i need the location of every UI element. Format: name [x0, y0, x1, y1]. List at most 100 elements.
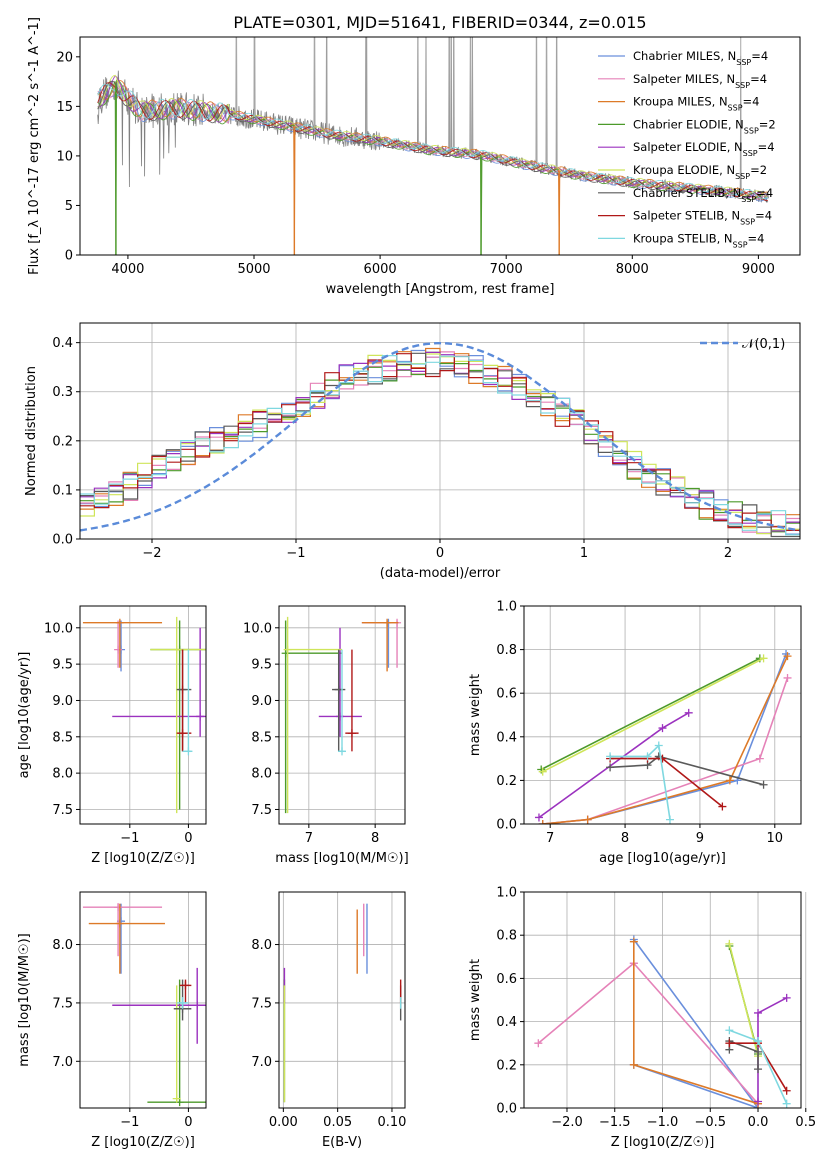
data-point-salpeter-miles [114, 903, 123, 912]
model-spectrum-kroupa-elodie [97, 74, 769, 198]
mass-weight-marker-salpeter-stelib [725, 1039, 734, 1048]
y-tick-label: 10 [56, 149, 73, 164]
mass-weight-marker-salpeter-stelib [658, 754, 667, 763]
mass-weight-marker-salpeter-elodie [534, 813, 543, 822]
residual-histogram-salpeter-stelib [80, 353, 800, 531]
residuals-x-axis-label: (data-model)/error [380, 566, 501, 581]
mass_weight_vs_age-x-axis-label: age [log10(age/yr)] [599, 851, 726, 866]
y-tick-label: 8.0 [251, 767, 272, 782]
legend-subscript: SSP [736, 58, 751, 67]
mass-weight-marker-salpeter-stelib [782, 1086, 791, 1095]
age_vs_Z-x-axis-label: Z [log10(Z/Z☉)] [91, 851, 195, 866]
model-spectrum-kroupa-stelib [97, 83, 769, 199]
mass-weight-marker-salpeter-elodie [658, 724, 667, 733]
data-point-kroupa-elodie [172, 1094, 181, 1103]
legend-subscript: SSP [735, 172, 750, 181]
data-point-kroupa-elodie [283, 645, 292, 654]
residuals-y-axis-label: Normed distribution [24, 366, 39, 496]
x-tick-label: 7000 [490, 262, 523, 277]
legend-subscript: SSP [728, 103, 743, 112]
legend-label: Salpeter STELIB, NSSP=4 [633, 209, 772, 227]
mass-weight-marker-kroupa-miles [629, 1060, 638, 1069]
data-point-kroupa-miles [115, 919, 124, 928]
mass-weight-marker-salpeter-stelib [718, 802, 727, 811]
mass-weight-marker-kroupa-miles [725, 776, 734, 785]
legend-label: Chabrier ELODIE, NSSP=2 [633, 117, 776, 135]
mass_weight_vs_age-panel: 7 8 9 10 0.0 0.2 0.4 0.6 0.8 1.0 age [log10(age/yr… [468, 600, 802, 866]
legend-subscript: SSP [744, 126, 759, 135]
data-point-salpeter-elodie [193, 1001, 202, 1010]
y-tick-label: 0.2 [496, 774, 517, 789]
data-point-salpeter-stelib [178, 729, 187, 738]
y-tick-label: 0.4 [496, 1015, 517, 1030]
data-point-salpeter-stelib [181, 981, 190, 990]
mass-weight-line-chabrier-stelib [610, 755, 764, 786]
mass-weight-marker-salpeter-miles [783, 673, 792, 682]
mass_weight_vs_age-plot-area [534, 649, 792, 824]
y-tick-label: 8.5 [251, 730, 272, 745]
y-tick-label: 9.5 [52, 658, 73, 673]
y-tick-label: 0.6 [496, 972, 517, 987]
mass-weight-marker-kroupa-miles [583, 815, 592, 824]
data-point-kroupa-stelib [338, 747, 346, 756]
y-tick-label: 8.0 [52, 938, 73, 953]
age_vs_Z-y-axis-label: age [log10(age/yr)] [17, 652, 32, 779]
legend-value: =4 [750, 72, 767, 86]
legend-value: =4 [743, 95, 760, 109]
data-point-chabrier-elodie [281, 649, 290, 658]
mass-weight-marker-kroupa-stelib [643, 752, 652, 761]
mass-weight-marker-chabrier-stelib [754, 1065, 763, 1074]
legend-subscript: SSP [735, 80, 750, 89]
x-tick-label: 4000 [111, 262, 144, 277]
y-tick-label: 9.5 [251, 658, 272, 673]
mass-weight-line-salpeter-stelib [610, 757, 723, 808]
x-tick-label: 0.00 [269, 1115, 298, 1130]
legend-value: =4 [756, 186, 773, 200]
x-tick-label: −2 [142, 546, 161, 561]
mass-weight-marker-kroupa-elodie [759, 654, 768, 663]
age_vs_mass-x-axis-label: mass [log10(M/M☉)] [275, 851, 408, 866]
x-tick-label: 7 [305, 831, 313, 846]
age_vs_Z-frame [79, 605, 207, 825]
x-tick-label: −2.0 [551, 1115, 583, 1130]
mass_vs_Z-panel: −1 0 7.0 7.5 8.0 Z [log10(Z/Z☉)] mass [log10(M… [17, 891, 207, 1150]
y-tick-label: 10.0 [243, 621, 272, 636]
y-tick-label: 0.0 [52, 533, 73, 548]
legend-label: Kroupa STELIB, NSSP=4 [633, 231, 764, 249]
y-tick-label: 8.5 [52, 730, 73, 745]
mass-weight-marker-salpeter-elodie [782, 993, 791, 1002]
x-tick-label: 8 [621, 831, 629, 846]
y-tick-label: 10.0 [44, 621, 73, 636]
gaussian-reference-curve [80, 342, 800, 532]
model-spectrum-salpeter-stelib [97, 82, 769, 201]
legend-label: Salpeter ELODIE, NSSP=4 [633, 140, 775, 158]
spectrum-x-axis-label: wavelength [Angstrom, rest frame] [326, 282, 555, 297]
spectrum-legend: Chabrier MILES, NSSP=4 Salpeter MILES, NS… [598, 49, 776, 249]
legend-subscript: SSP [740, 217, 755, 226]
x-tick-label: 8 [371, 831, 379, 846]
mass_vs_ebv-x-axis-label: E(B-V) [322, 1135, 362, 1150]
mass-weight-marker-chabrier-stelib [754, 1047, 763, 1056]
x-tick-label: 9000 [742, 262, 775, 277]
mass_vs_Z-frame [79, 891, 207, 1109]
x-tick-label: 0.05 [323, 1115, 352, 1130]
y-tick-label: 7.5 [251, 803, 272, 818]
legend-label: Chabrier MILES, NSSP=4 [633, 49, 768, 67]
x-tick-label: 7 [546, 831, 554, 846]
x-tick-label: 5000 [237, 262, 270, 277]
mass-weight-line-salpeter-miles [537, 962, 759, 1105]
x-tick-label: 9 [696, 831, 704, 846]
mass_vs_Z-plot-area [82, 903, 206, 1107]
gaussian-legend-label: 𝒩(0,1) [742, 337, 785, 352]
legend-label: Salpeter MILES, NSSP=4 [633, 72, 767, 90]
mass_weight_vs_Z-plot-area [534, 935, 791, 1108]
age_vs_mass-frame [278, 605, 406, 825]
y-tick-label: 0.8 [496, 929, 517, 944]
data-point-salpeter-elodie [336, 712, 345, 721]
x-tick-label: 0.0 [748, 1115, 769, 1130]
mass-weight-line-chabrier-elodie [540, 657, 761, 771]
y-tick-label: 7.5 [52, 996, 73, 1011]
x-tick-label: 0.5 [795, 1115, 816, 1130]
mass-weight-marker-chabrier-stelib [606, 763, 615, 772]
